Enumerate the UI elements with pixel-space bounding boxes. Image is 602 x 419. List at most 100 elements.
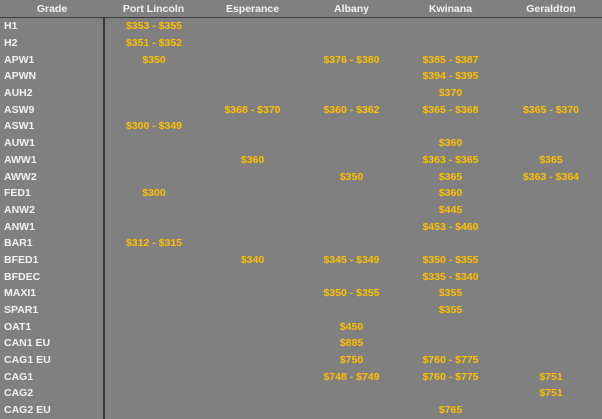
grade-cell: CAN1 EU [0,335,105,352]
price-cell: $368 - $370 [224,103,281,116]
price-cell [500,335,602,352]
price-cell [203,402,302,419]
price-cell [203,352,302,369]
price-cell: $365 - $370 [522,103,580,116]
price-cell [500,202,602,219]
price-cell: $376 - $380 [323,53,380,66]
price-cell [104,135,203,152]
price-cell [203,18,302,35]
price-cell [302,385,401,402]
price-cell: $351 - $352 [125,37,183,50]
price-cell [203,135,302,152]
price-cell: $751 [539,370,563,383]
price-cell: $360 [438,187,463,200]
price-cell [401,18,500,35]
grade-cell: AUH2 [0,84,105,102]
price-cell: $345 - $349 [323,253,380,266]
grade-cell: ANW1 [0,218,105,235]
price-cell: $360 [438,137,463,150]
price-cell [104,402,203,419]
price-cell [302,152,401,169]
price-cell: $350 [142,53,166,66]
price-cell [203,218,302,235]
column-header-geraldton: Geraldton [500,0,602,18]
price-cell [203,368,302,385]
price-cell: $750 [339,354,364,367]
price-cell [302,202,401,219]
table-row: CAG1 EU $750 $760 - $775 [0,351,602,369]
price-cell [302,235,401,252]
price-cell [500,68,602,85]
price-cell [302,18,401,35]
price-cell [104,101,203,118]
table-row: BFED1 $340 $345 - $349 $350 - $355 [0,251,602,269]
grade-cell: MAXI1 [0,285,105,302]
table-row: MAXI1 $350 - $355 $355 [0,285,602,302]
table-row: AUW1 $360 [0,134,602,152]
price-cell [500,35,602,52]
price-cell [500,352,602,369]
price-cell: $385 - $387 [422,53,479,66]
price-cell: $365 [539,153,563,166]
grade-cell: ASW1 [0,118,105,135]
price-cell: $445 [438,203,463,216]
grade-cell: FED1 [0,184,105,202]
price-cell [500,185,602,202]
table-row: CAG2 EU $765 [0,401,602,419]
price-cell: $885 [339,337,364,350]
price-cell [203,335,302,352]
grade-cell: SPAR1 [0,301,105,319]
price-cell [203,118,302,135]
price-cell: $355 [438,304,463,317]
price-cell [302,268,401,285]
table-row: SPAR1 $355 [0,301,602,319]
price-cell [203,202,302,219]
price-cell [104,335,203,352]
price-cell [302,402,401,419]
table-row: APW1 $350 $376 - $380 $385 - $387 [0,51,602,69]
price-cell [302,118,401,135]
table-row: AWW1 $360 $363 - $365 $365 [0,151,602,169]
price-cell [500,118,602,135]
price-cell [203,185,302,202]
price-cell [302,185,401,202]
price-cell [104,302,203,319]
price-cell [203,285,302,302]
price-cell [302,68,401,85]
table-row: ASW9 $368 - $370 $360 - $362 $365 - $368 $36… [0,101,602,119]
grade-cell: CAG1 EU [0,351,105,369]
column-header-albany: Albany [302,0,401,18]
grade-cell: CAG1 [0,368,105,386]
table-row: BFDEC $335 - $340 [0,268,602,285]
price-cell: $751 [539,387,563,400]
price-cell [104,168,203,185]
price-cell: $450 [339,320,364,333]
price-cell [500,51,602,68]
price-cell: $363 - $364 [522,170,580,183]
price-cell [104,385,203,402]
table-row: FED1 $300 $360 [0,184,602,202]
grade-cell: AWW2 [0,168,105,185]
price-cell [104,85,203,102]
price-cell: $355 [438,287,463,300]
price-cell [401,335,500,352]
price-cell [203,68,302,85]
price-cell [302,85,401,102]
price-cell [104,318,203,335]
column-header-port-lincoln: Port Lincoln [104,0,203,18]
table-row: AUH2 $370 [0,84,602,102]
table-row: APWN $394 - $395 [0,68,602,85]
price-cell [500,235,602,252]
price-cell: $360 [240,153,265,166]
price-cell [302,135,401,152]
grade-cell: ASW9 [0,101,105,119]
grade-cell: CAG2 EU [0,401,105,419]
price-cell [500,268,602,285]
price-cell [203,268,302,285]
price-cell [104,368,203,385]
price-cell: $363 - $365 [422,153,479,166]
table-row: BAR1 $312 - $315 [0,234,602,252]
price-cell: $365 [438,170,463,183]
table-body: H1 $353 - $355 H2 $351 - $352 APW1 $350 $376 -… [0,17,602,419]
price-cell: $312 - $315 [125,237,183,250]
